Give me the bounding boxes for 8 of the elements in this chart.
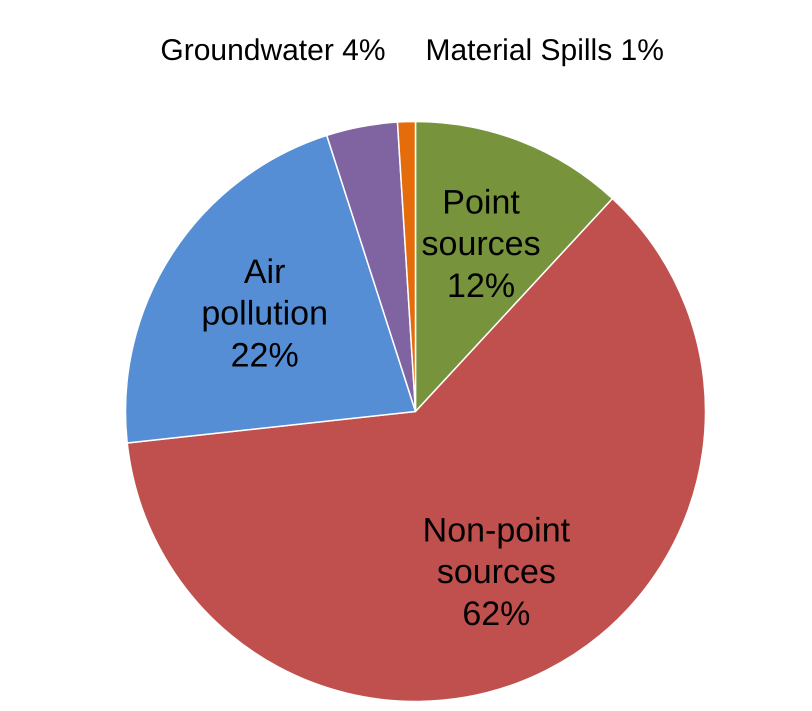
slice-label: Air pollution (201, 252, 328, 333)
slice-label: Point sources (422, 183, 541, 264)
data-label: 62% (462, 594, 530, 633)
slice-label: Material Spills 1% (426, 34, 664, 67)
slice-label: Groundwater 4% (160, 34, 386, 67)
data-label: 22% (230, 336, 299, 374)
data-label: 12% (447, 266, 516, 305)
slice-label: Non-point sources (422, 511, 571, 592)
